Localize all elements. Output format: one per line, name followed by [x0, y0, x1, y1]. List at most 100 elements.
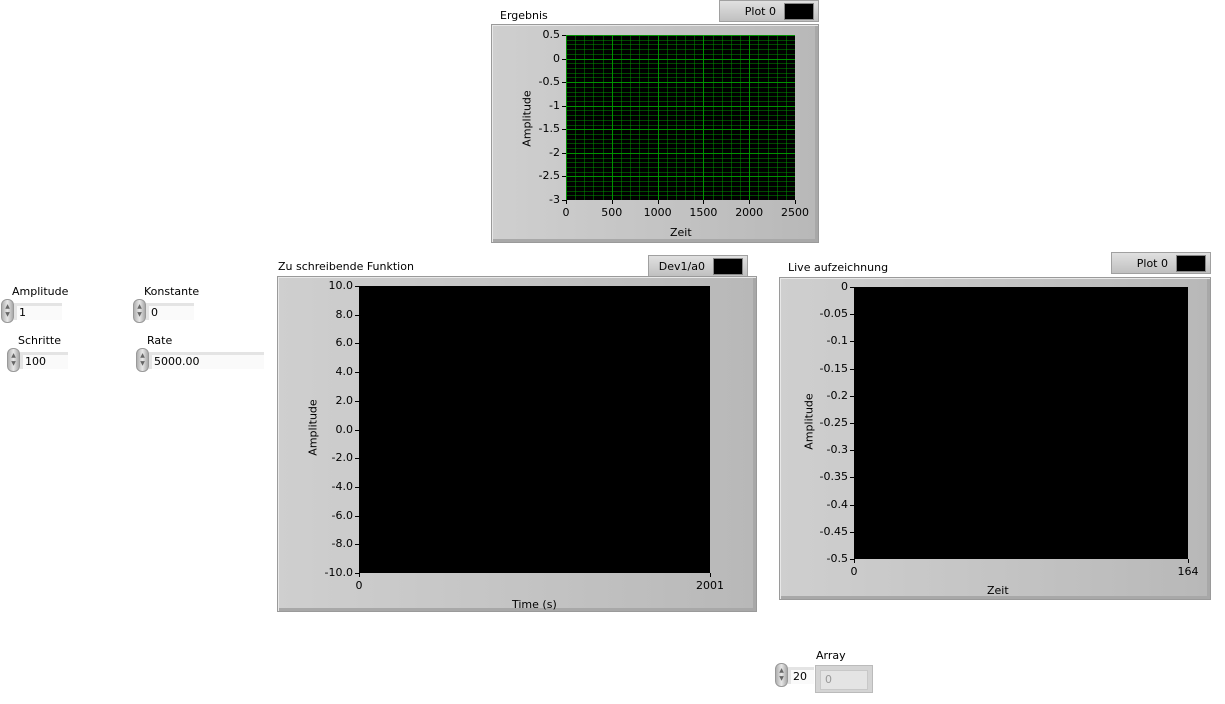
y-tick-label: -1	[549, 98, 560, 112]
y-tick-mark	[355, 516, 359, 517]
y-tick-label: -8.0	[331, 537, 353, 551]
plot-legend[interactable]: Plot 0	[1111, 252, 1211, 274]
y-tick-mark	[850, 341, 854, 342]
graph-title: Zu schreibende Funktion	[278, 260, 414, 273]
y-tick-label: -2	[549, 145, 560, 159]
x-tick-mark	[795, 200, 796, 204]
array-element: 0	[820, 670, 868, 690]
array-label: Array	[816, 649, 846, 662]
y-tick-mark	[850, 423, 854, 424]
y-tick-mark	[355, 544, 359, 545]
plot-line-icon	[784, 2, 814, 20]
x-tick-mark	[703, 200, 704, 204]
x-tick-label: 1500	[689, 206, 718, 219]
plot-line-icon	[1176, 254, 1206, 272]
y-tick-label: -0.45	[819, 524, 848, 538]
y-tick-mark	[562, 176, 566, 177]
y-tick-label: -0.3	[826, 443, 848, 457]
rate-label: Rate	[147, 334, 173, 347]
y-tick-label: -10.0	[324, 566, 353, 579]
schritte-input[interactable]: 100	[20, 351, 68, 369]
legend-label: Plot 0	[1136, 256, 1168, 270]
y-tick-mark	[355, 315, 359, 316]
konstante-label: Konstante	[144, 285, 200, 298]
graph-title: Ergebnis	[500, 9, 548, 22]
y-tick-label: -4.0	[331, 479, 353, 493]
y-tick-label: 0.0	[335, 422, 354, 436]
y-tick-mark	[850, 287, 854, 288]
y-tick-mark	[355, 401, 359, 402]
y-tick-label: 10.0	[328, 279, 354, 292]
x-tick-label: 2000	[735, 206, 764, 219]
y-tick-mark	[355, 458, 359, 459]
konstante-control[interactable]: ▲ ▼ 0	[133, 299, 194, 323]
x-tick-mark	[710, 573, 711, 577]
increment-decrement-icon[interactable]: ▲ ▼	[1, 299, 14, 323]
array-index-control[interactable]: ▲ ▼ 20	[775, 663, 814, 687]
y-tick-mark	[850, 396, 854, 397]
increment-decrement-icon[interactable]: ▲ ▼	[775, 663, 788, 687]
y-tick-label: -0.25	[819, 416, 848, 429]
increment-decrement-icon[interactable]: ▲ ▼	[7, 348, 20, 372]
y-tick-mark	[850, 559, 854, 560]
rate-input[interactable]: 5000.00	[149, 351, 264, 369]
plot-area[interactable]	[566, 35, 796, 201]
plot-legend[interactable]: Dev1/a0	[648, 255, 748, 277]
rate-control[interactable]: ▲ ▼ 5000.00	[136, 348, 264, 372]
increment-decrement-icon[interactable]: ▲ ▼	[133, 299, 146, 323]
y-tick-mark	[562, 153, 566, 154]
schritte-label: Schritte	[18, 334, 61, 347]
y-axis-label: Amplitude	[520, 90, 534, 147]
y-tick-label: 0	[553, 51, 560, 65]
array-index-input[interactable]: 20	[788, 666, 814, 684]
y-tick-label: -0.1	[826, 334, 848, 348]
y-tick-label: -0.4	[826, 497, 848, 511]
schritte-control[interactable]: ▲ ▼ 100	[7, 348, 68, 372]
y-tick-mark	[562, 35, 566, 36]
y-tick-label: 0	[841, 280, 848, 293]
x-tick-label: 0	[850, 565, 858, 578]
y-tick-label: 0.5	[542, 28, 561, 41]
x-tick-mark	[1188, 559, 1189, 563]
y-tick-label: 8.0	[335, 307, 354, 321]
x-tick-label: 500	[601, 206, 623, 219]
increment-decrement-icon[interactable]: ▲ ▼	[136, 348, 149, 372]
y-tick-label: -0.15	[819, 361, 848, 375]
y-tick-mark	[562, 106, 566, 107]
array-element-frame: 0	[815, 665, 873, 693]
x-tick-mark	[658, 200, 659, 204]
y-tick-label: -2.5	[538, 169, 560, 183]
y-tick-label: -0.5	[826, 552, 848, 565]
y-tick-mark	[562, 129, 566, 130]
y-tick-mark	[850, 505, 854, 506]
plot-area[interactable]	[854, 287, 1188, 559]
y-tick-mark	[562, 200, 566, 201]
amplitude-control[interactable]: ▲ ▼ 1	[1, 299, 62, 323]
x-tick-label: 0	[562, 206, 570, 219]
x-tick-label: 164	[1177, 565, 1199, 578]
y-tick-label: -0.05	[819, 307, 848, 321]
x-axis-label: Zeit	[670, 226, 692, 239]
y-tick-mark	[562, 82, 566, 83]
y-axis-label: Amplitude	[306, 399, 320, 456]
x-tick-label: 2001	[696, 579, 724, 592]
y-tick-mark	[562, 59, 566, 60]
y-tick-label: -2.0	[331, 451, 353, 465]
amplitude-label: Amplitude	[12, 285, 69, 298]
y-tick-mark	[355, 372, 359, 373]
y-tick-label: 4.0	[335, 365, 354, 379]
x-tick-label: 1000	[643, 206, 672, 219]
y-tick-label: 6.0	[335, 336, 354, 350]
y-tick-mark	[850, 477, 854, 478]
graph-title: Live aufzeichnung	[788, 261, 889, 274]
plot-legend[interactable]: Plot 0	[719, 0, 819, 22]
y-tick-mark	[355, 573, 359, 574]
y-tick-mark	[355, 343, 359, 344]
y-tick-label: 2.0	[335, 393, 354, 407]
x-tick-mark	[612, 200, 613, 204]
y-tick-label: -0.5	[538, 75, 560, 89]
y-tick-label: -0.2	[826, 388, 848, 402]
plot-area[interactable]	[359, 286, 710, 573]
amplitude-input[interactable]: 1	[14, 302, 62, 320]
konstante-input[interactable]: 0	[146, 302, 194, 320]
